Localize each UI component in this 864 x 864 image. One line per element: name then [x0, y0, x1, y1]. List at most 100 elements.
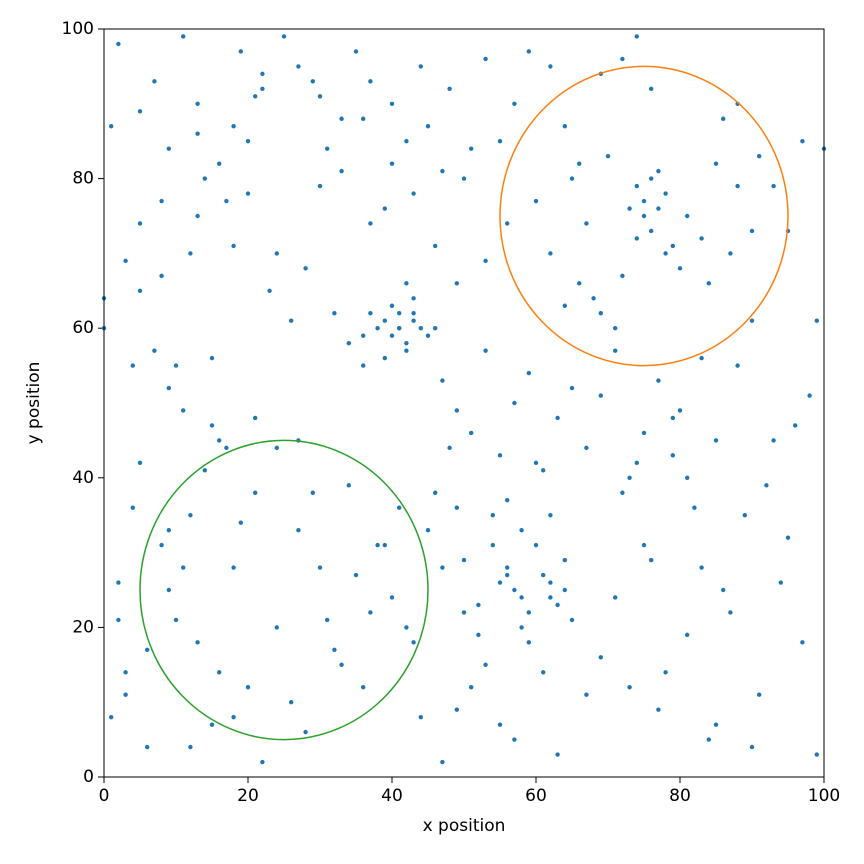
point [375, 542, 380, 548]
point [541, 468, 546, 473]
point [339, 662, 344, 667]
point [677, 266, 683, 271]
point [152, 79, 157, 84]
point [483, 348, 488, 353]
point [461, 557, 467, 563]
point [649, 176, 654, 181]
point [613, 595, 618, 600]
x-tick-label: 100 [808, 786, 840, 806]
point [620, 490, 625, 495]
point [749, 744, 755, 750]
x-axis-label: x position [423, 816, 506, 836]
point [749, 318, 755, 323]
point [137, 288, 143, 293]
point [382, 318, 387, 323]
point [505, 565, 510, 570]
y-tick-label: 20 [72, 617, 94, 637]
point [130, 363, 135, 368]
point [505, 572, 510, 578]
point [548, 513, 553, 518]
point [375, 326, 380, 331]
point [634, 183, 639, 189]
point [541, 670, 546, 675]
point [663, 191, 668, 196]
point [627, 685, 632, 690]
point [649, 86, 654, 92]
point [598, 393, 603, 398]
point [656, 206, 661, 211]
point [404, 281, 409, 286]
point [670, 243, 675, 249]
point [685, 475, 690, 480]
x-tick-label: 80 [669, 786, 691, 806]
point [325, 617, 330, 623]
point [469, 430, 474, 436]
point [123, 670, 128, 675]
point [404, 625, 409, 630]
point [274, 251, 279, 256]
point [209, 355, 215, 361]
point [317, 94, 323, 99]
point [440, 378, 445, 383]
point [310, 490, 315, 495]
point [166, 385, 171, 391]
point [433, 490, 438, 495]
point [490, 542, 495, 548]
plot-frame [103, 28, 825, 778]
point [389, 161, 395, 166]
point [548, 64, 553, 69]
point [274, 625, 279, 630]
point [562, 587, 567, 593]
point [425, 333, 431, 338]
point [555, 415, 560, 421]
point [123, 258, 128, 264]
point [231, 714, 236, 720]
point [634, 460, 639, 466]
point [368, 610, 373, 615]
point [116, 580, 121, 585]
point [613, 326, 618, 331]
point [721, 587, 726, 593]
point [469, 685, 474, 690]
point [461, 610, 467, 615]
point [670, 415, 675, 421]
point [166, 527, 171, 533]
point [656, 378, 661, 383]
point [404, 340, 409, 346]
point [440, 565, 445, 570]
point [569, 617, 575, 623]
x-tick-label: 20 [237, 786, 259, 806]
point [620, 56, 625, 62]
point [670, 453, 675, 458]
point [397, 311, 402, 316]
point [454, 281, 459, 286]
point [361, 685, 366, 690]
point [195, 131, 200, 136]
point [757, 153, 762, 159]
point [663, 251, 668, 256]
point [202, 468, 207, 473]
point [397, 326, 402, 331]
point [476, 602, 481, 608]
point [634, 236, 639, 241]
point [649, 228, 654, 234]
point [598, 655, 603, 660]
point [425, 527, 431, 533]
point [109, 124, 114, 129]
circle-annotation [499, 65, 789, 367]
point [303, 266, 308, 271]
point [497, 722, 503, 727]
y-tick-label: 40 [72, 468, 94, 488]
point [541, 572, 546, 578]
point [339, 116, 344, 121]
point [526, 640, 531, 645]
point [159, 198, 164, 204]
point [173, 363, 179, 368]
point [512, 101, 517, 107]
point [663, 670, 668, 675]
point [699, 236, 704, 241]
point [728, 251, 733, 256]
point [800, 640, 805, 645]
y-tick-label: 60 [72, 318, 94, 338]
